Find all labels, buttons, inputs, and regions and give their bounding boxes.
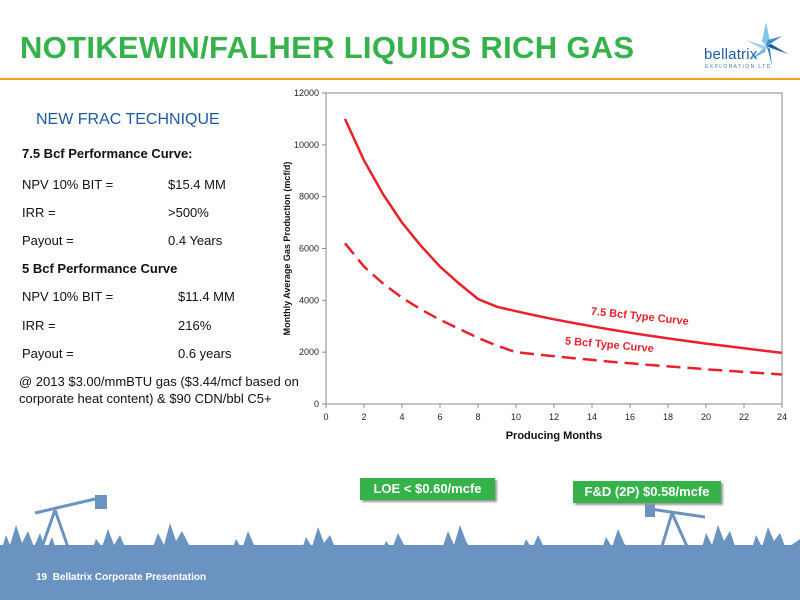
logo-subtitle: EXPLORATION LTD xyxy=(705,64,772,70)
logo-wordmark: bellatrix xyxy=(704,46,758,63)
bellatrix-logo: bellatrix EXPLORATION LTD xyxy=(680,20,790,75)
x-tick-label: 22 xyxy=(739,412,749,422)
footer: 19 Bellatrix Corporate Presentation xyxy=(36,572,206,583)
page-title: NOTIKEWIN/FALHER LIQUIDS RICH GAS xyxy=(20,30,635,65)
curve1-payout-value: 0.4 Years xyxy=(168,233,223,248)
title-divider xyxy=(0,78,800,80)
curve1-npv-value: $15.4 MM xyxy=(168,177,226,192)
x-tick-label: 0 xyxy=(323,412,328,422)
x-tick-label: 18 xyxy=(663,412,673,422)
series-label-1: 5 Bcf Type Curve xyxy=(564,335,654,355)
plot-area xyxy=(325,92,783,405)
fd-badge: F&D (2P) $0.58/mcfe xyxy=(573,481,721,503)
curve2-npv-value: $11.4 MM xyxy=(178,289,235,304)
curve1-irr-value: >500% xyxy=(168,205,209,220)
y-tick-label: 12000 xyxy=(294,88,319,98)
section-subtitle: NEW FRAC TECHNIQUE xyxy=(36,111,220,128)
x-tick-label: 6 xyxy=(437,412,442,422)
x-tick-label: 12 xyxy=(549,412,559,422)
curve2-payout-value: 0.6 years xyxy=(178,346,232,361)
x-tick-label: 14 xyxy=(587,412,597,422)
y-tick-label: 4000 xyxy=(299,295,319,305)
landscape-illustration xyxy=(0,495,800,555)
x-tick-label: 2 xyxy=(361,412,366,422)
series-line-1 xyxy=(344,242,783,376)
curve2-irr-label: IRR = xyxy=(22,318,56,333)
x-tick-label: 20 xyxy=(701,412,711,422)
footer-text: Bellatrix Corporate Presentation xyxy=(52,572,207,583)
x-axis-title: Producing Months xyxy=(506,430,603,442)
curve1-irr-label: IRR = xyxy=(22,205,56,220)
curve2-npv-label: NPV 10% BIT = xyxy=(22,289,114,304)
y-axis-title: Monthly Average Gas Production (mcf/d) xyxy=(282,162,292,336)
curve1-npv-label: NPV 10% BIT = xyxy=(22,177,114,192)
x-tick-label: 16 xyxy=(625,412,635,422)
page-number: 19 xyxy=(36,572,48,583)
x-tick-label: 24 xyxy=(777,412,787,422)
series-line-0 xyxy=(343,118,783,355)
y-tick-label: 10000 xyxy=(294,140,319,150)
series-label-0: 7.5 Bcf Type Curve xyxy=(590,306,689,328)
y-tick-label: 2000 xyxy=(299,347,319,357)
y-tick-label: 6000 xyxy=(299,244,319,254)
curve2-irr-value: 216% xyxy=(178,318,212,333)
x-tick-label: 4 xyxy=(399,412,404,422)
curve1-payout-label: Payout = xyxy=(22,233,74,248)
curve1-heading: 7.5 Bcf Performance Curve: xyxy=(22,146,193,161)
curve2-payout-label: Payout = xyxy=(22,346,74,361)
curve2-heading: 5 Bcf Performance Curve xyxy=(22,261,178,276)
star-logo-icon xyxy=(746,22,788,66)
y-tick-label: 8000 xyxy=(299,192,319,202)
x-tick-label: 8 xyxy=(475,412,480,422)
pricing-note: @ 2013 $3.00/mmBTU gas ($3.44/mcf based … xyxy=(19,374,299,406)
x-tick-label: 10 xyxy=(511,412,521,422)
loe-badge: LOE < $0.60/mcfe xyxy=(360,478,495,500)
